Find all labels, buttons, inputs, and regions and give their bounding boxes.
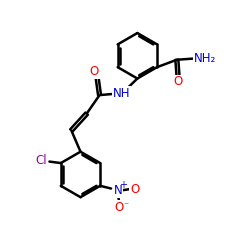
Text: ⁻: ⁻ bbox=[124, 201, 129, 211]
Text: O: O bbox=[90, 65, 99, 78]
Text: O: O bbox=[130, 182, 140, 196]
Text: Cl: Cl bbox=[36, 154, 47, 167]
Text: O: O bbox=[174, 76, 183, 88]
Text: O: O bbox=[114, 200, 124, 213]
Text: NH: NH bbox=[112, 87, 130, 100]
Text: NH₂: NH₂ bbox=[194, 52, 216, 65]
Text: N: N bbox=[114, 184, 122, 197]
Text: +: + bbox=[120, 180, 128, 190]
